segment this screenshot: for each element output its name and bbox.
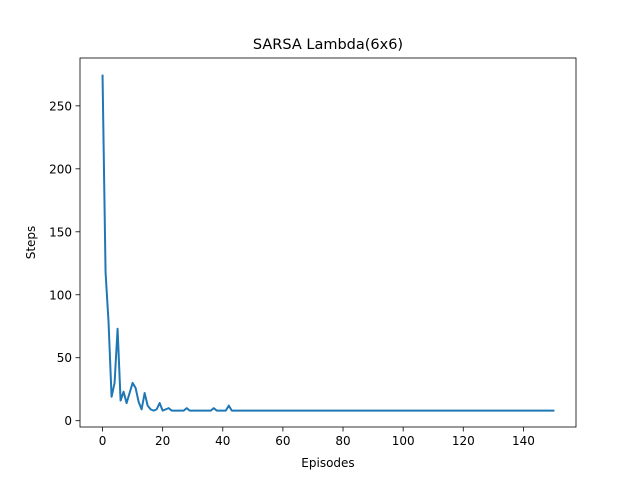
x-tick-label: 40: [215, 434, 230, 448]
x-tick-label: 100: [392, 434, 415, 448]
x-tick-label: 0: [99, 434, 107, 448]
x-tick-label: 20: [155, 434, 170, 448]
y-axis-label: Steps: [24, 226, 38, 260]
x-axis-label: Episodes: [301, 456, 354, 470]
y-tick-label: 50: [57, 351, 72, 365]
y-tick-label: 150: [49, 225, 72, 239]
chart-title: SARSA Lambda(6x6): [253, 37, 403, 53]
x-tick-label: 140: [512, 434, 535, 448]
y-tick-label: 250: [49, 99, 72, 113]
y-tick-label: 0: [64, 414, 72, 428]
y-tick-label: 200: [49, 162, 72, 176]
y-tick-label: 100: [49, 288, 72, 302]
x-tick-label: 60: [275, 434, 290, 448]
axes-frame: [79, 57, 577, 428]
series-line-0: [101, 74, 555, 412]
plot-area: [101, 74, 555, 412]
x-tick-label: 120: [452, 434, 475, 448]
axis-ticks: 0 20 40 60 80 100 120 140 0 50 100 150 200 250: [49, 99, 535, 448]
x-tick-label: 80: [335, 434, 350, 448]
